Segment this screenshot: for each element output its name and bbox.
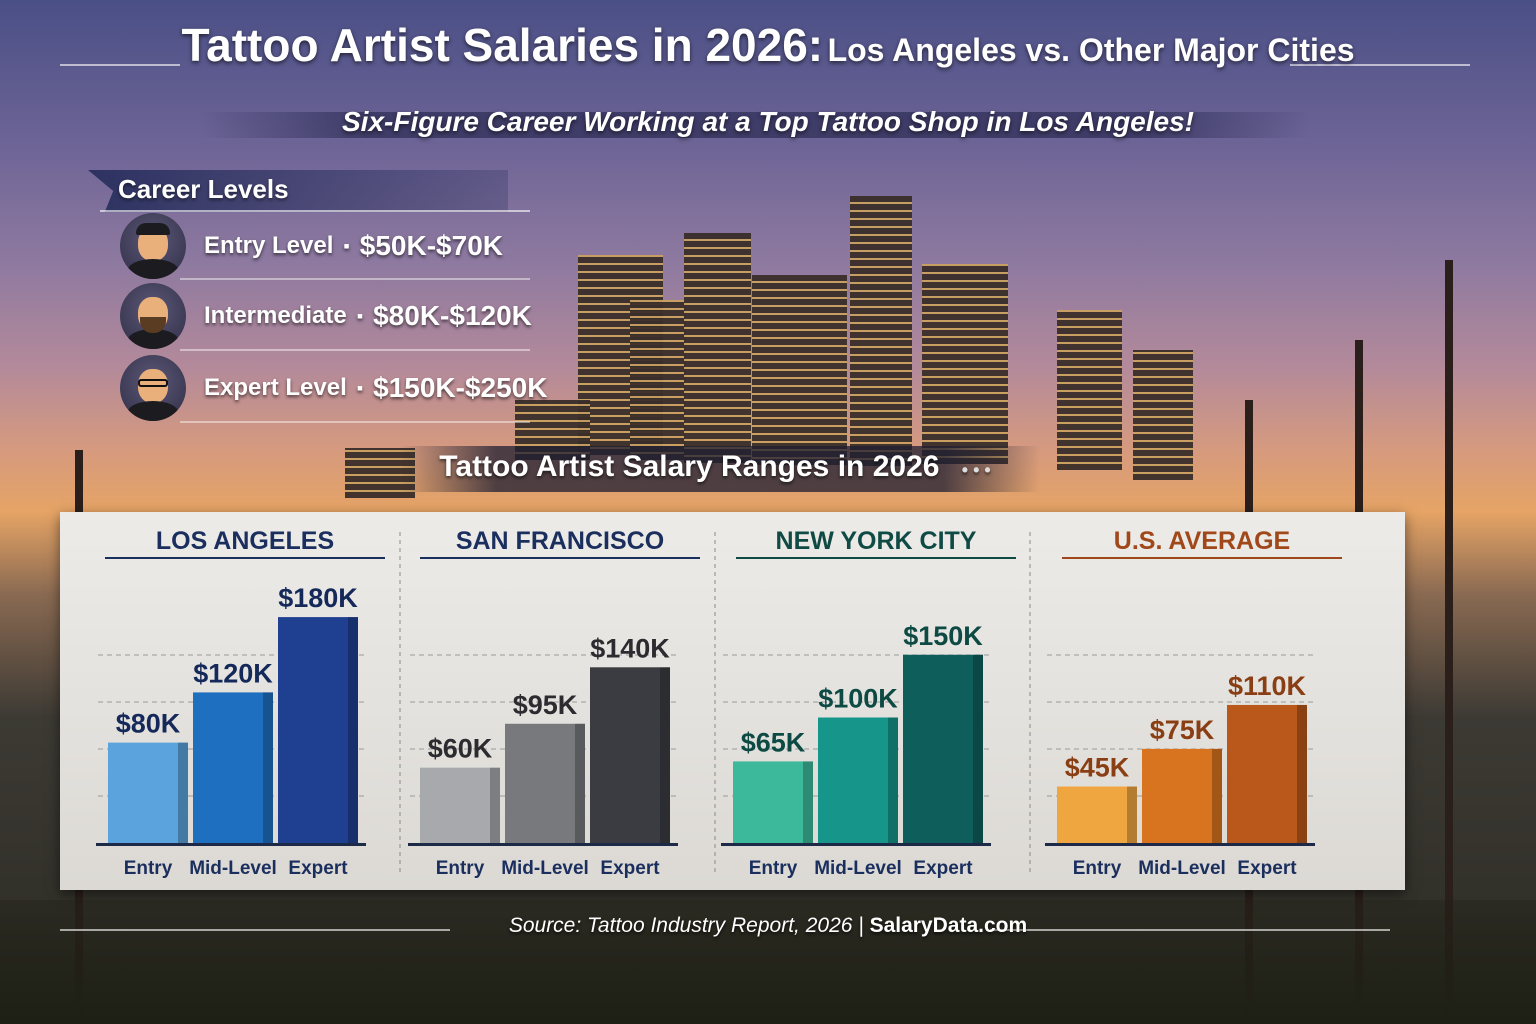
source-footer: Source: Tattoo Industry Report, 2026 | S… bbox=[0, 914, 1536, 938]
chart-title-band bbox=[400, 446, 1040, 492]
bar-expert bbox=[278, 617, 358, 843]
bar-entry bbox=[1057, 786, 1137, 843]
career-levels-banner bbox=[88, 170, 508, 212]
data-label: $180K bbox=[278, 583, 358, 613]
category-label: Expert bbox=[600, 858, 660, 879]
artist-glasses-beard-avatar bbox=[120, 355, 186, 421]
subtitle-band bbox=[200, 112, 1310, 138]
bar-side-shade bbox=[803, 761, 813, 843]
category-label: Mid-Level bbox=[501, 858, 589, 879]
bar-mid-level bbox=[193, 692, 273, 843]
chart-title-dots: • • • bbox=[961, 460, 991, 480]
data-label: $140K bbox=[590, 633, 670, 663]
artist-beanie-beard-avatar bbox=[120, 283, 186, 349]
footer-rule-left bbox=[60, 929, 450, 931]
data-label: $95K bbox=[513, 690, 578, 720]
separator: ▪ bbox=[356, 377, 364, 398]
panel-title: NEW YORK CITY bbox=[776, 527, 977, 555]
career-level-name: Entry Level bbox=[204, 232, 334, 259]
bar-mid-level bbox=[505, 723, 585, 843]
career-level-range: $80K-$120K bbox=[373, 300, 532, 331]
data-label: $110K bbox=[1228, 671, 1307, 701]
category-label: Mid-Level bbox=[189, 858, 277, 879]
title-rule-left bbox=[60, 64, 180, 66]
category-label: Entry bbox=[124, 858, 173, 879]
chart-title-text: Tattoo Artist Salary Ranges in 2026 bbox=[439, 450, 940, 483]
bar-entry bbox=[733, 761, 813, 843]
divider bbox=[180, 278, 530, 280]
career-level-name: Expert Level bbox=[204, 374, 347, 401]
category-label: Mid-Level bbox=[1138, 858, 1226, 879]
baseline bbox=[721, 843, 991, 846]
chart-title: Tattoo Artist Salary Ranges in 2026 • • … bbox=[0, 450, 1430, 484]
bar-side-shade bbox=[973, 654, 983, 843]
bar-expert bbox=[590, 667, 670, 843]
category-label: Expert bbox=[288, 858, 348, 879]
bar-entry bbox=[420, 767, 500, 843]
source-label: Source: Tattoo Industry Report, 2026 | bbox=[508, 914, 864, 937]
bar-side-shade bbox=[263, 692, 273, 843]
bar-mid-level bbox=[1142, 748, 1222, 843]
category-label: Expert bbox=[1237, 858, 1297, 879]
bar-mid-level bbox=[818, 717, 898, 843]
data-label: $60K bbox=[428, 734, 493, 764]
page-title: Tattoo Artist Salaries in 2026: Los Ange… bbox=[0, 18, 1536, 72]
baseline bbox=[408, 843, 678, 846]
data-label: $100K bbox=[818, 684, 898, 714]
career-level-range: $50K-$70K bbox=[359, 230, 503, 261]
baseline bbox=[96, 843, 366, 846]
bar-side-shade bbox=[888, 717, 898, 843]
career-level-expert: Expert Level ▪ $150K-$250K bbox=[120, 355, 548, 421]
career-levels-title: Career Levels bbox=[118, 174, 289, 204]
panel-title: LOS ANGELES bbox=[156, 527, 334, 555]
bar-expert bbox=[903, 654, 983, 843]
baseline bbox=[1045, 843, 1315, 846]
bar-side-shade bbox=[1297, 704, 1307, 843]
bar-expert bbox=[1227, 704, 1307, 843]
category-label: Entry bbox=[436, 858, 485, 879]
salary-bar-chart: LOS ANGELES $80K Entry $120K Mid-Level $180K E… bbox=[96, 527, 1342, 879]
separator: ▪ bbox=[343, 235, 350, 256]
data-label: $75K bbox=[1150, 715, 1215, 745]
divider bbox=[180, 349, 530, 351]
panel-title: SAN FRANCISCO bbox=[456, 527, 664, 555]
data-label: $80K bbox=[116, 709, 181, 739]
title-rest: Los Angeles vs. Other Major Cities bbox=[827, 32, 1355, 68]
category-label: Mid-Level bbox=[814, 858, 902, 879]
bar-side-shade bbox=[1212, 748, 1222, 843]
panel-title: U.S. AVERAGE bbox=[1114, 527, 1290, 555]
bar-side-shade bbox=[490, 767, 500, 843]
subtitle: Six-Figure Career Working at a Top Tatto… bbox=[341, 106, 1194, 137]
category-label: Entry bbox=[749, 858, 798, 879]
chart-panel: LOS ANGELES $80K Entry $120K Mid-Level $180K E… bbox=[60, 512, 1405, 890]
data-label: $45K bbox=[1065, 753, 1130, 783]
data-label: $65K bbox=[741, 727, 806, 757]
artist-cap-avatar bbox=[120, 213, 186, 279]
source-site: SalaryData.com bbox=[869, 914, 1028, 937]
bar-entry bbox=[108, 742, 188, 843]
career-level-range: $150K-$250K bbox=[373, 372, 548, 403]
category-label: Expert bbox=[913, 858, 973, 879]
category-label: Entry bbox=[1073, 858, 1122, 879]
title-rule-right bbox=[1290, 64, 1470, 66]
bar-side-shade bbox=[660, 667, 670, 843]
separator: ▪ bbox=[356, 305, 364, 326]
title-main: Tattoo Artist Salaries in 2026: bbox=[181, 19, 824, 71]
career-level-entry: Entry Level ▪ $50K-$70K bbox=[120, 213, 503, 279]
bar-side-shade bbox=[1127, 786, 1137, 843]
divider bbox=[180, 421, 530, 423]
data-label: $120K bbox=[193, 658, 273, 688]
bar-side-shade bbox=[348, 617, 358, 843]
bar-side-shade bbox=[575, 723, 585, 843]
career-level-name: Intermediate bbox=[204, 302, 347, 329]
career-banner-rule bbox=[100, 210, 530, 212]
data-label: $150K bbox=[903, 621, 983, 651]
bar-side-shade bbox=[178, 742, 188, 843]
career-level-intermediate: Intermediate ▪ $80K-$120K bbox=[120, 283, 532, 349]
footer-rule-right bbox=[990, 929, 1390, 931]
